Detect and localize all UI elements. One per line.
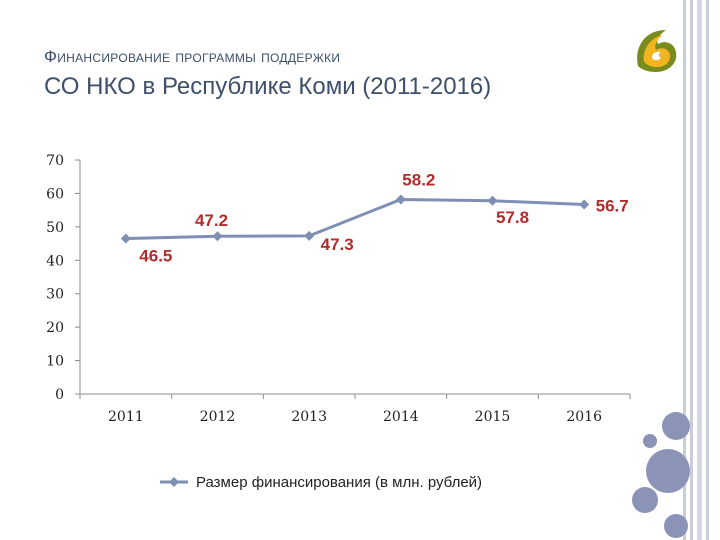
data-point-marker — [395, 194, 406, 205]
data-point-marker — [212, 231, 223, 242]
y-tick-label: 50 — [46, 220, 64, 236]
y-tick-label: 40 — [46, 253, 64, 269]
decor-circle-3 — [646, 449, 690, 493]
y-tick-label: 60 — [46, 186, 64, 202]
decor-circle-4 — [632, 487, 658, 513]
series-points — [120, 194, 590, 244]
legend-marker-swatch — [169, 477, 179, 487]
data-point-marker — [487, 195, 498, 206]
data-labels: 46.5 47.2 47.3 58.2 57.8 56.7 — [139, 170, 628, 265]
y-tick-label: 10 — [46, 354, 64, 370]
title-line-1: Финансирование программы поддержки — [44, 47, 341, 66]
data-label: 56.7 — [596, 196, 629, 215]
x-tick-label: 2012 — [200, 409, 236, 425]
x-tick-label: 2014 — [383, 409, 419, 425]
decor-circle-1 — [662, 412, 690, 440]
data-label: 58.2 — [402, 170, 435, 189]
series-line — [125, 197, 585, 241]
legend-label: Размер финансирования (в млн. рублей) — [196, 474, 482, 491]
slide-decoration — [632, 0, 709, 540]
x-axis-ticks: 2011 2012 2013 2014 2015 2016 — [79, 394, 631, 425]
data-point-marker — [304, 230, 315, 241]
data-label: 47.3 — [321, 235, 354, 254]
series-line-path — [125, 197, 585, 241]
data-point-marker — [120, 233, 131, 244]
data-label: 46.5 — [139, 247, 172, 266]
y-tick-label: 30 — [46, 287, 64, 303]
logo-icon — [637, 30, 677, 72]
y-tick-label: 20 — [46, 320, 64, 336]
x-tick-label: 2011 — [108, 409, 144, 425]
y-tick-label: 70 — [46, 153, 64, 169]
data-label: 47.2 — [195, 211, 228, 230]
x-tick-label: 2015 — [475, 409, 511, 425]
slide-title: Финансирование программы поддержки СО НК… — [44, 46, 604, 102]
decor-circle-5 — [664, 514, 688, 538]
x-tick-label: 2013 — [291, 409, 327, 425]
title-line-2: СО НКО в Республике Коми (2011-2016) — [44, 73, 492, 100]
chart-legend: Размер финансирования (в млн. рублей) — [160, 474, 482, 491]
data-point-marker — [579, 199, 590, 210]
y-axis-ticks: 0 10 20 30 40 50 60 70 — [46, 153, 80, 403]
chart-axes — [79, 160, 630, 395]
data-label: 57.8 — [496, 208, 529, 227]
y-tick-label: 0 — [55, 387, 64, 403]
decor-circle-2 — [643, 434, 657, 448]
x-tick-label: 2016 — [566, 409, 602, 425]
